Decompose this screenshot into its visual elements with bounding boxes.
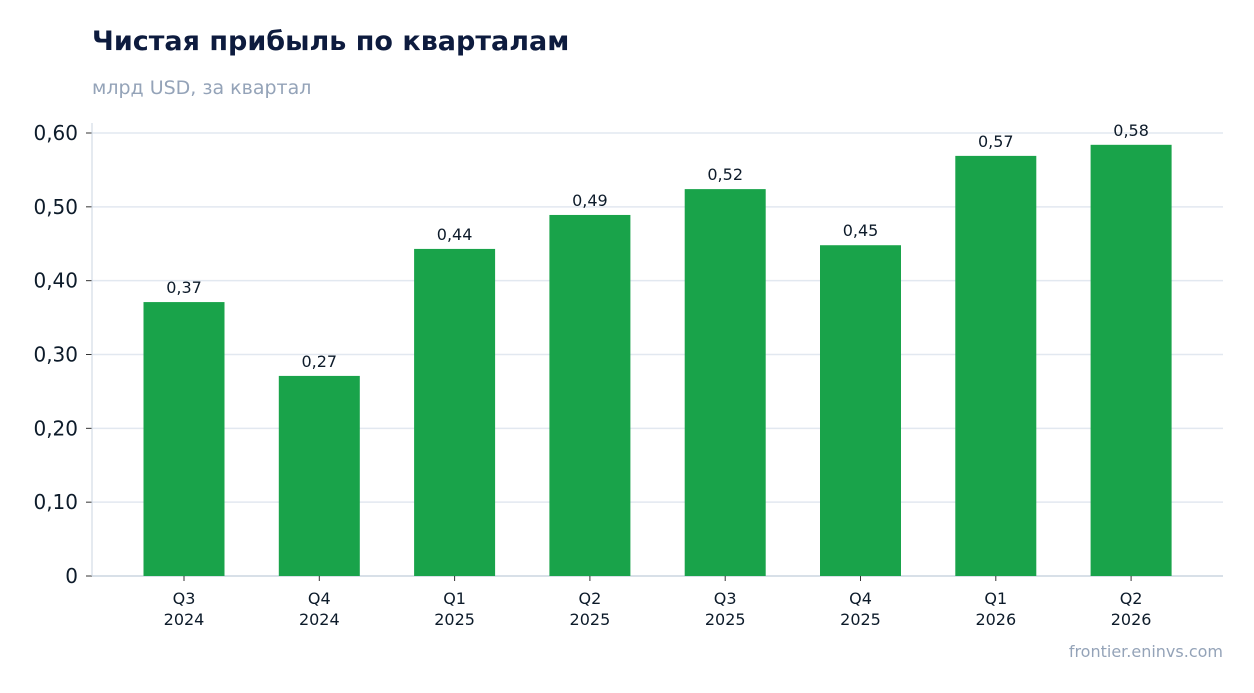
x-tick-label-quarter: Q1 xyxy=(984,589,1007,608)
bar xyxy=(1090,144,1172,576)
y-tick-label: 0,20 xyxy=(33,416,78,440)
y-tick-label: 0,60 xyxy=(33,121,78,145)
data-label: 0,52 xyxy=(707,165,743,184)
chart-title: Чистая прибыль по кварталам xyxy=(92,26,570,57)
x-tick-label-year: 2024 xyxy=(299,610,340,629)
bar xyxy=(684,189,766,576)
bar xyxy=(549,214,631,576)
bar xyxy=(278,375,360,576)
x-tick-label-year: 2026 xyxy=(975,610,1016,629)
bar xyxy=(143,302,225,576)
chart-subtitle: млрд USD, за квартал xyxy=(92,77,312,99)
x-tick-label-year: 2026 xyxy=(1111,610,1152,629)
bar xyxy=(414,248,496,576)
data-label: 0,37 xyxy=(166,278,202,297)
x-tick-label-year: 2025 xyxy=(434,610,475,629)
bar xyxy=(955,155,1037,576)
data-label: 0,44 xyxy=(437,225,473,244)
source-note: frontier.eninvs.com xyxy=(1068,642,1223,661)
gridlines xyxy=(92,132,1223,503)
x-tick-label-quarter: Q2 xyxy=(1120,589,1143,608)
x-tick-label-quarter: Q3 xyxy=(173,589,196,608)
x-tick-label-quarter: Q4 xyxy=(849,589,872,608)
y-tick-label: 0,50 xyxy=(33,195,78,219)
y-tick-label: 0,30 xyxy=(33,343,78,367)
axes xyxy=(86,123,1223,581)
bar xyxy=(820,245,901,576)
x-tick-label-quarter: Q1 xyxy=(443,589,466,608)
data-label: 0,57 xyxy=(978,132,1014,151)
data-label: 0,58 xyxy=(1113,121,1149,140)
x-tick-label-quarter: Q3 xyxy=(714,589,737,608)
data-label: 0,49 xyxy=(572,191,608,210)
x-tick-label-year: 2025 xyxy=(570,610,611,629)
y-tick-label: 0 xyxy=(65,564,78,588)
x-tick-label-quarter: Q2 xyxy=(579,589,602,608)
bars xyxy=(143,144,1172,576)
data-label: 0,45 xyxy=(843,221,879,240)
x-tick-label-year: 2025 xyxy=(705,610,746,629)
x-tick-label-quarter: Q4 xyxy=(308,589,331,608)
y-tick-label: 0,40 xyxy=(33,269,78,293)
y-tick-label: 0,10 xyxy=(33,490,78,514)
x-tick-label-year: 2025 xyxy=(840,610,881,629)
data-label: 0,27 xyxy=(301,352,337,371)
labels: 0 0,10 0,20 0,30 0,40 0,50 0,60 0,37 Q3 2024 0,27 Q… xyxy=(33,121,1151,629)
x-tick-label-year: 2024 xyxy=(164,610,205,629)
